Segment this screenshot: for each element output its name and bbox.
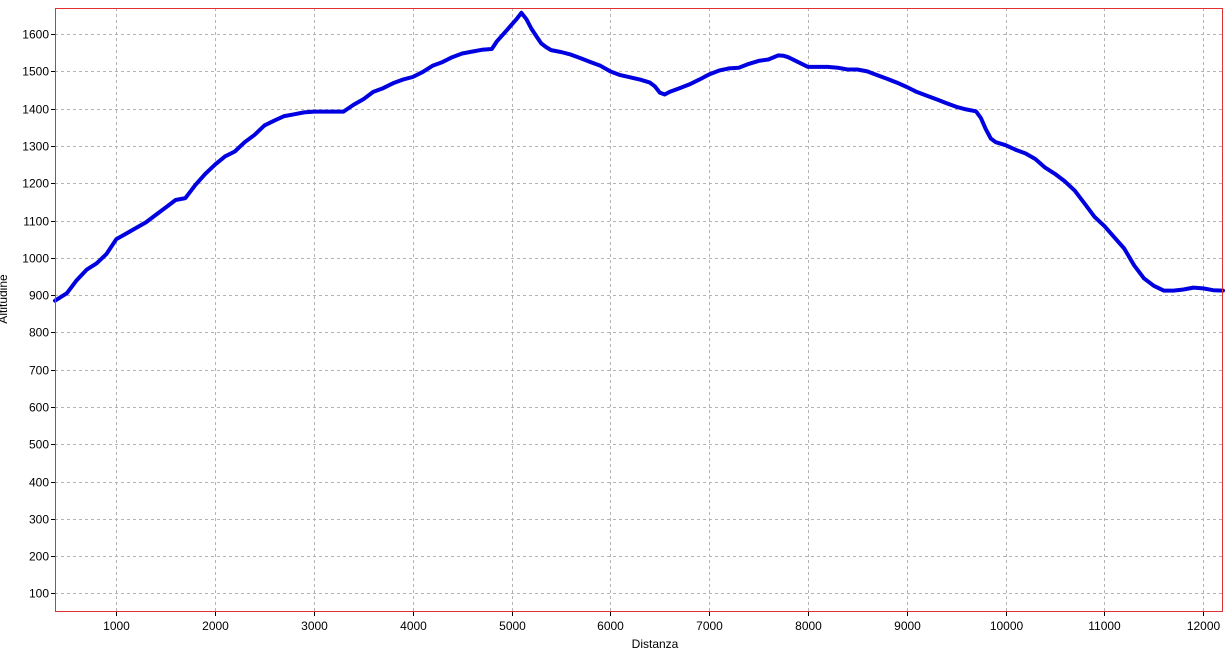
x-tick-label: 2000	[202, 619, 229, 633]
y-tick-label: 1500	[22, 65, 49, 79]
x-tick-label: 8000	[795, 619, 822, 633]
grid	[55, 8, 1223, 612]
y-tick-label: 1600	[22, 28, 49, 42]
x-tick-label: 1000	[103, 619, 130, 633]
y-tick-label: 600	[29, 401, 49, 415]
x-tick-label: 6000	[597, 619, 624, 633]
x-axis-ticks: 1000 2000 3000 4000 5000 6000 7000 8000 9000 1000…	[103, 612, 1221, 633]
x-tick-label: 3000	[301, 619, 328, 633]
x-tick-label: 12000	[1187, 619, 1221, 633]
x-tick-label: 5000	[499, 619, 526, 633]
y-tick-label: 800	[29, 326, 49, 340]
y-tick-label: 200	[29, 550, 49, 564]
y-tick-label: 1400	[22, 103, 49, 117]
y-tick-label: 1000	[22, 252, 49, 266]
y-tick-label: 700	[29, 364, 49, 378]
y-tick-label: 1100	[23, 215, 49, 229]
x-tick-label: 7000	[696, 619, 723, 633]
y-tick-label: 100	[29, 587, 49, 601]
x-tick-label: 4000	[400, 619, 427, 633]
y-tick-label: 900	[29, 289, 49, 303]
y-axis-label: Altitudine	[0, 274, 10, 324]
y-axis-ticks: 100 200 300 400 500 600 700 800 900 1000 1100 1200 1…	[22, 28, 55, 601]
x-tick-label: 11000	[1088, 619, 1121, 633]
y-tick-label: 500	[29, 438, 49, 452]
x-tick-label: 10000	[990, 619, 1024, 633]
y-tick-label: 300	[29, 513, 49, 527]
plot-frame	[55, 8, 1223, 612]
x-tick-label: 9000	[894, 619, 921, 633]
x-axis-label: Distanza	[632, 637, 679, 651]
y-tick-label: 400	[29, 476, 49, 490]
y-tick-label: 1300	[22, 140, 49, 154]
series-line	[53, 10, 1225, 303]
y-tick-label: 1200	[22, 177, 49, 191]
